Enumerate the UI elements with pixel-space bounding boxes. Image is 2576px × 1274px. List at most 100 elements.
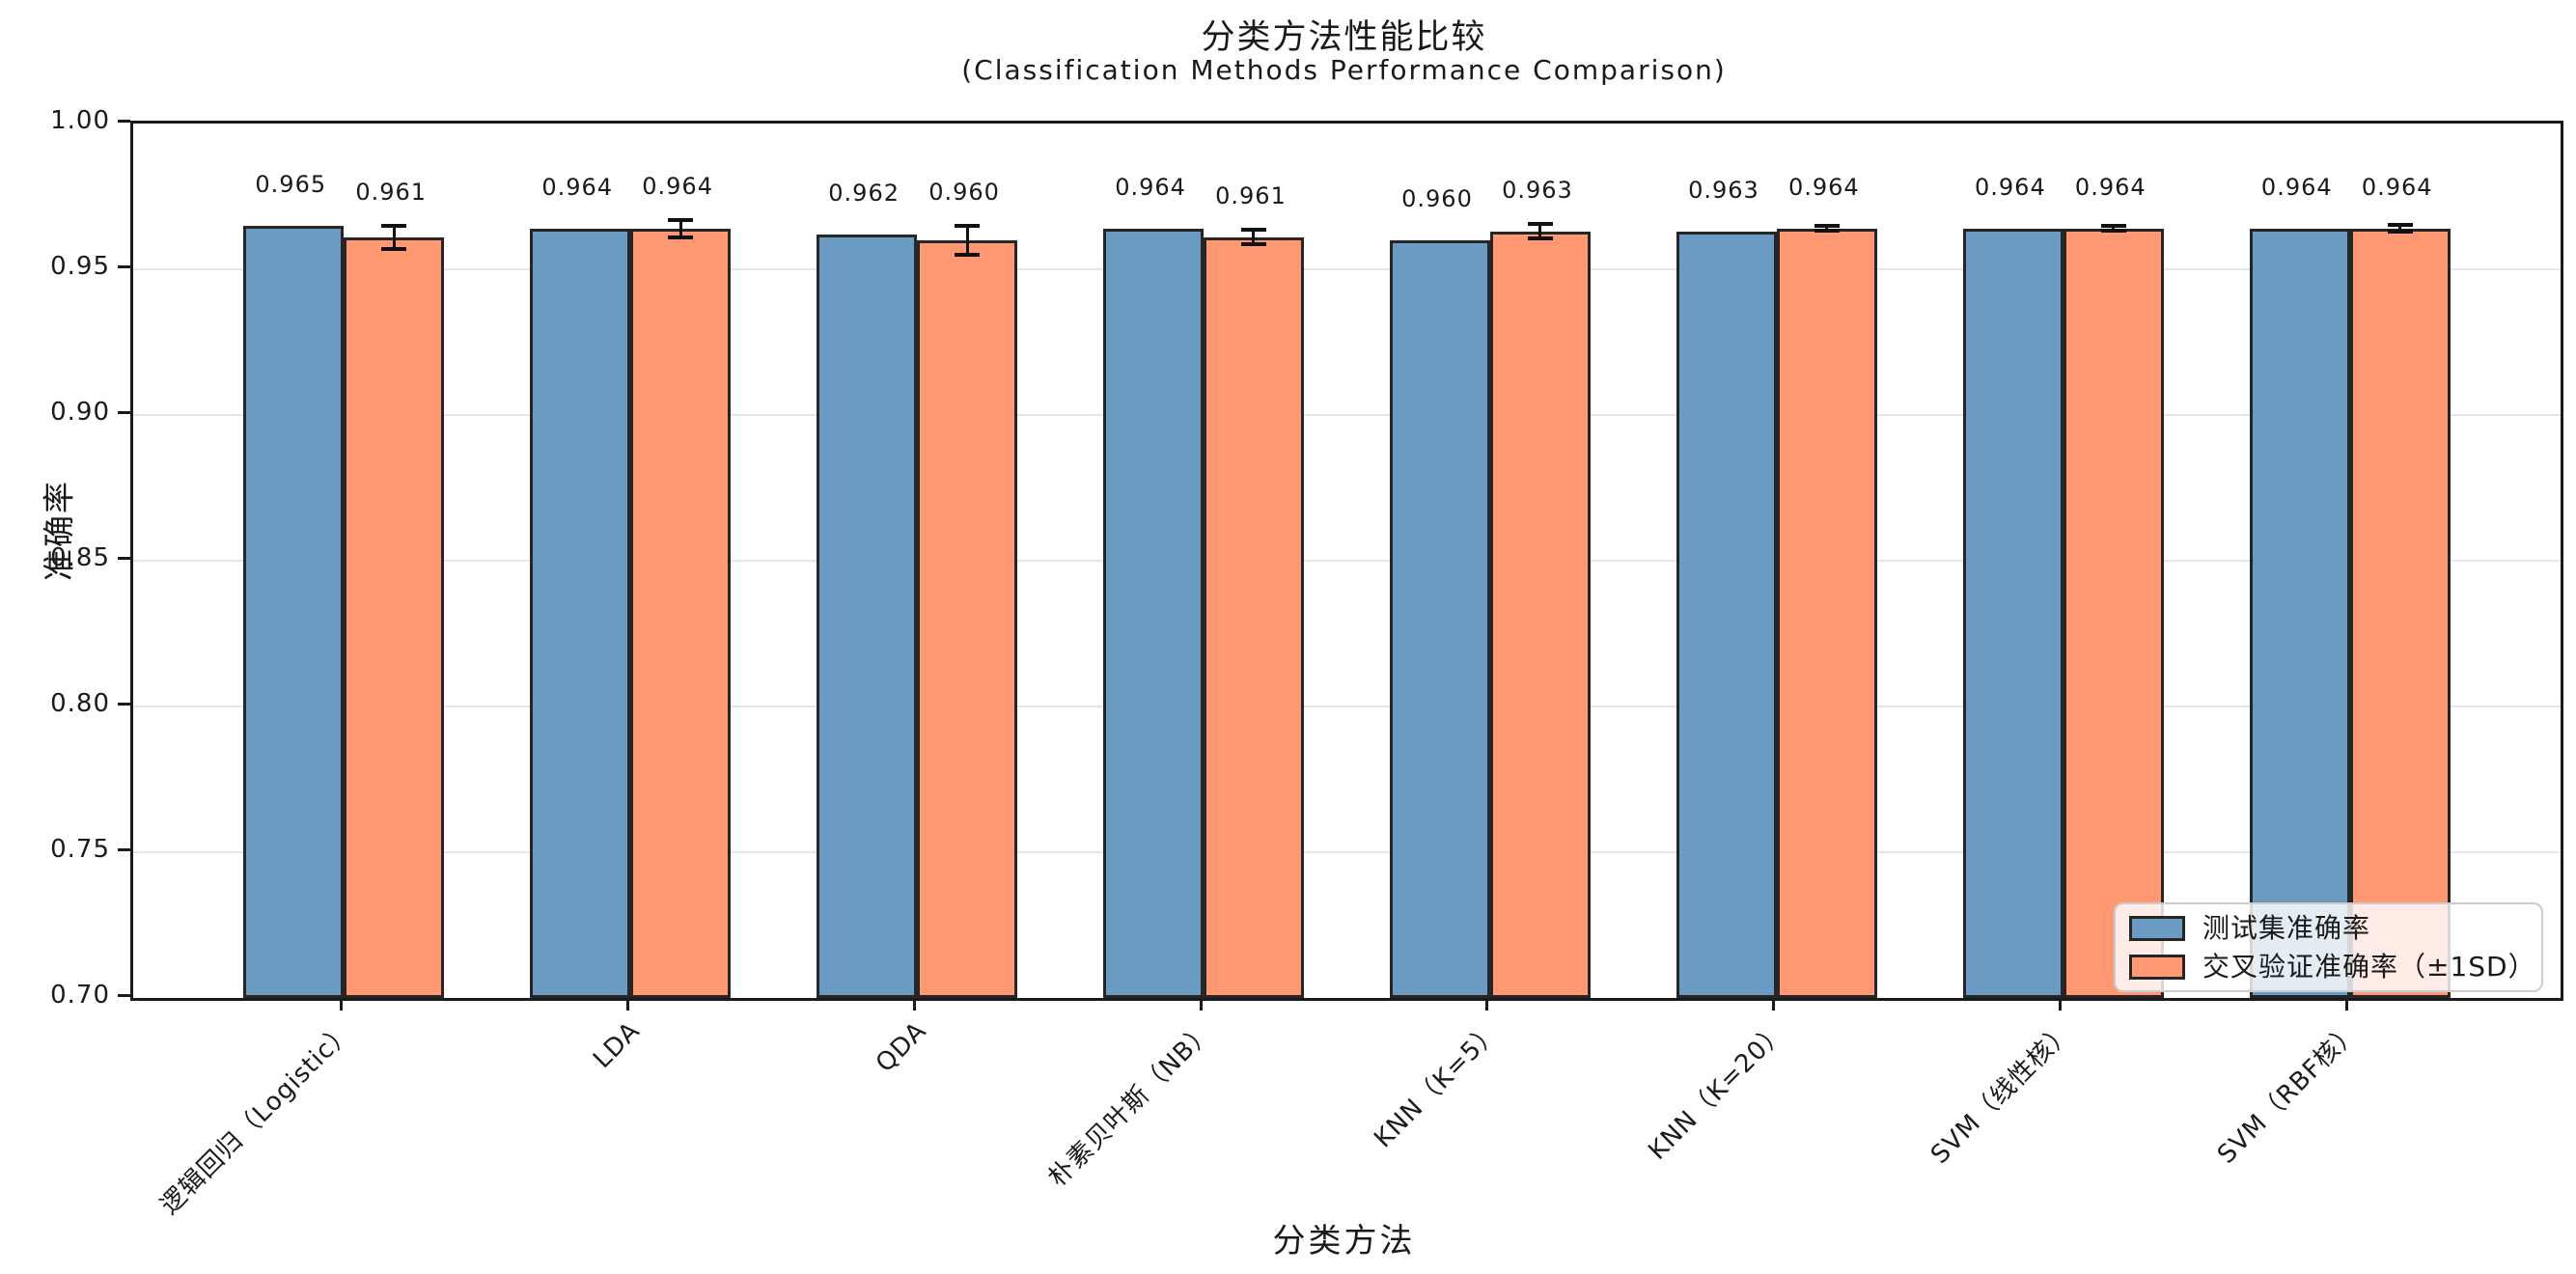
x-tick-label: SVM（RBF核） <box>2212 1016 2366 1170</box>
bar-test-accuracy <box>1676 231 1777 998</box>
bar-value-label: 0.960 <box>1401 184 1473 212</box>
bar-cv-accuracy <box>2349 228 2451 998</box>
x-axis-tick <box>2059 998 2063 1011</box>
bar-cv-accuracy <box>1204 236 1304 998</box>
error-bar-cap <box>381 223 407 228</box>
bar-cv-accuracy <box>1489 231 1591 998</box>
y-tick-label: 0.80 <box>50 689 110 718</box>
y-axis-tick <box>118 702 130 706</box>
bar-cv-accuracy <box>917 239 1018 998</box>
x-tick-label: 朴素贝叶斯（NB） <box>1042 1016 1220 1193</box>
bar-value-label: 0.964 <box>1787 173 1860 201</box>
bar-value-label: 0.964 <box>2260 173 2333 201</box>
error-bar-cap <box>1240 228 1266 233</box>
bar-value-label: 0.960 <box>928 178 1000 206</box>
bar-test-accuracy <box>530 228 631 998</box>
bar-cv-accuracy <box>344 236 445 998</box>
legend-item-cv: 交叉验证准确率（±1SD） <box>2129 952 2535 982</box>
bar-value-label: 0.965 <box>255 170 327 198</box>
bar-value-label: 0.964 <box>1115 173 1186 201</box>
error-bar <box>1825 226 1829 232</box>
bar-cv-accuracy <box>1776 228 1877 998</box>
x-tick-label: LDA <box>588 1016 647 1074</box>
gridline <box>133 414 2561 416</box>
x-tick-label: KNN（K=5） <box>1368 1016 1507 1154</box>
bar-value-label: 0.964 <box>642 172 713 200</box>
error-bar-cap <box>1527 236 1553 241</box>
legend: 测试集准确率 交叉验证准确率（±1SD） <box>2114 902 2543 992</box>
x-axis-tick <box>912 998 916 1011</box>
bar-cv-accuracy <box>630 228 732 998</box>
x-tick-label: SVM（线性核） <box>1925 1016 2080 1170</box>
legend-label-test-accuracy: 测试集准确率 <box>2202 911 2371 944</box>
bar-value-label: 0.963 <box>1502 176 1573 204</box>
error-bar <box>1252 230 1256 245</box>
bar-test-accuracy <box>2249 228 2350 998</box>
error-bar <box>679 219 682 237</box>
error-bar-cap <box>955 223 981 228</box>
error-bar-cap <box>955 252 981 257</box>
gridline <box>133 851 2561 853</box>
x-tick-label: KNN（K=20） <box>1643 1016 1793 1166</box>
bar-value-label: 0.962 <box>828 179 900 207</box>
error-bar-cap <box>2387 223 2413 228</box>
y-tick-label: 0.90 <box>50 398 110 427</box>
error-bar <box>965 225 969 255</box>
x-axis-tick <box>339 998 343 1011</box>
x-axis-tick <box>1485 998 1489 1011</box>
legend-swatch-cv-accuracy <box>2129 954 2185 980</box>
y-axis-tick <box>118 119 130 123</box>
bar-test-accuracy <box>1962 228 2064 998</box>
x-tick-label: QDA <box>871 1016 933 1079</box>
x-axis-label: 分类方法 <box>1272 1222 1416 1260</box>
error-bar-cap <box>381 246 407 251</box>
bar-test-accuracy <box>243 225 345 998</box>
error-bar-cap <box>668 217 694 222</box>
bar-cv-accuracy <box>2063 228 2164 998</box>
error-bar-cap <box>1814 224 1840 229</box>
error-bar-cap <box>2100 224 2126 229</box>
chart-subtitle: (Classification Methods Performance Comp… <box>961 54 1727 86</box>
x-axis-tick <box>1772 998 1776 1011</box>
legend-item-test: 测试集准确率 <box>2129 911 2528 944</box>
bar-value-label: 0.964 <box>541 173 614 201</box>
chart-title: 分类方法性能比较 <box>1201 18 1487 57</box>
bar-value-label: 0.961 <box>1215 181 1287 209</box>
y-axis-tick <box>118 556 130 560</box>
x-axis-tick <box>2345 998 2349 1011</box>
error-bar-cap <box>2100 229 2126 234</box>
x-axis-tick <box>1199 998 1203 1011</box>
error-bar-cap <box>1527 222 1553 227</box>
bar-value-label: 0.964 <box>1975 173 2046 201</box>
error-bar <box>1538 224 1542 239</box>
error-bar <box>392 225 396 249</box>
y-tick-label: 0.95 <box>50 252 110 281</box>
error-bar-cap <box>2387 230 2413 235</box>
y-tick-label: 0.85 <box>50 543 110 572</box>
error-bar-cap <box>1240 242 1266 247</box>
legend-swatch-test-accuracy <box>2129 915 2185 941</box>
bar-value-label: 0.961 <box>355 178 428 206</box>
bar-test-accuracy <box>817 234 918 998</box>
gridline <box>133 268 2561 270</box>
y-tick-label: 0.70 <box>50 981 110 1010</box>
error-bar <box>2398 225 2402 233</box>
x-tick-label: 逻辑回归（Logistic） <box>155 1016 360 1221</box>
bar-value-label: 0.964 <box>2074 173 2147 201</box>
y-tick-label: 0.75 <box>50 835 110 864</box>
gridline <box>133 706 2561 707</box>
bar-value-label: 0.964 <box>2361 173 2433 201</box>
bar-test-accuracy <box>1390 239 1490 998</box>
y-axis-tick <box>118 410 130 414</box>
bar-test-accuracy <box>1103 228 1205 998</box>
bar-value-label: 0.963 <box>1688 176 1759 204</box>
legend-label-cv-accuracy: 交叉验证准确率（±1SD） <box>2202 950 2536 983</box>
error-bar <box>2112 226 2116 232</box>
y-axis-tick <box>118 993 130 997</box>
x-axis-tick <box>625 998 629 1011</box>
gridline <box>133 560 2561 562</box>
error-bar-cap <box>668 235 694 239</box>
y-tick-label: 1.00 <box>50 106 110 135</box>
y-axis-tick <box>118 847 130 851</box>
